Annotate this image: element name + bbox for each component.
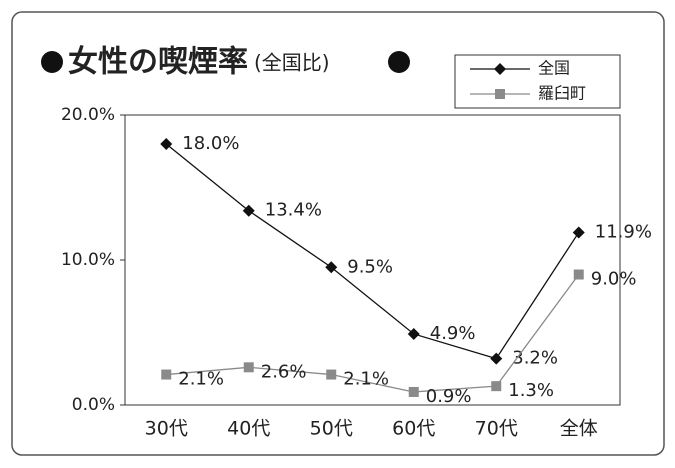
data-point <box>325 261 338 274</box>
data-label: 2.1% <box>343 369 389 390</box>
series-line <box>166 274 580 393</box>
data-point <box>243 362 254 373</box>
x-tick-label: 30代 <box>145 418 188 440</box>
series-line <box>165 143 580 360</box>
legend-label: 羅臼町 <box>538 84 586 103</box>
data-point <box>490 352 503 365</box>
data-point <box>326 369 337 380</box>
data-label: 9.0% <box>591 269 637 290</box>
data-point <box>572 226 585 239</box>
title-bullet <box>41 51 63 73</box>
data-label: 4.9% <box>430 323 476 344</box>
y-tick-label: 10.0% <box>61 250 115 270</box>
x-tick-label: 60代 <box>392 418 435 440</box>
chart-subtitle: (全国比) <box>254 51 330 75</box>
data-point <box>161 369 172 380</box>
data-point <box>408 386 419 397</box>
data-point <box>407 327 420 340</box>
x-tick-label: 50代 <box>310 418 353 440</box>
data-point <box>491 381 502 392</box>
data-label: 13.4% <box>265 200 322 221</box>
title-bullet <box>388 51 410 73</box>
data-label: 0.9% <box>426 386 472 407</box>
legend-box <box>454 54 621 109</box>
y-tick-label: 0.0% <box>72 395 115 415</box>
chart-title: 女性の喫煙率 <box>68 45 248 80</box>
legend-marker <box>494 63 506 75</box>
frame <box>11 11 665 456</box>
data-point <box>160 138 173 150</box>
legend-marker <box>495 89 505 99</box>
x-tick-label: 70代 <box>475 418 518 440</box>
data-label: 1.3% <box>508 380 554 401</box>
data-label: 2.1% <box>178 369 224 390</box>
data-point <box>573 269 584 280</box>
data-label: 2.6% <box>261 361 307 382</box>
data-label: 9.5% <box>347 256 393 277</box>
x-tick-label: 40代 <box>227 418 270 440</box>
data-label: 11.9% <box>595 221 652 242</box>
data-point <box>242 204 255 217</box>
data-label: 3.2% <box>512 348 558 369</box>
legend-label: 全国 <box>538 59 570 78</box>
data-label: 18.0% <box>182 133 239 154</box>
y-tick-label: 20.0% <box>61 105 115 125</box>
x-tick-label: 全体 <box>560 418 598 440</box>
